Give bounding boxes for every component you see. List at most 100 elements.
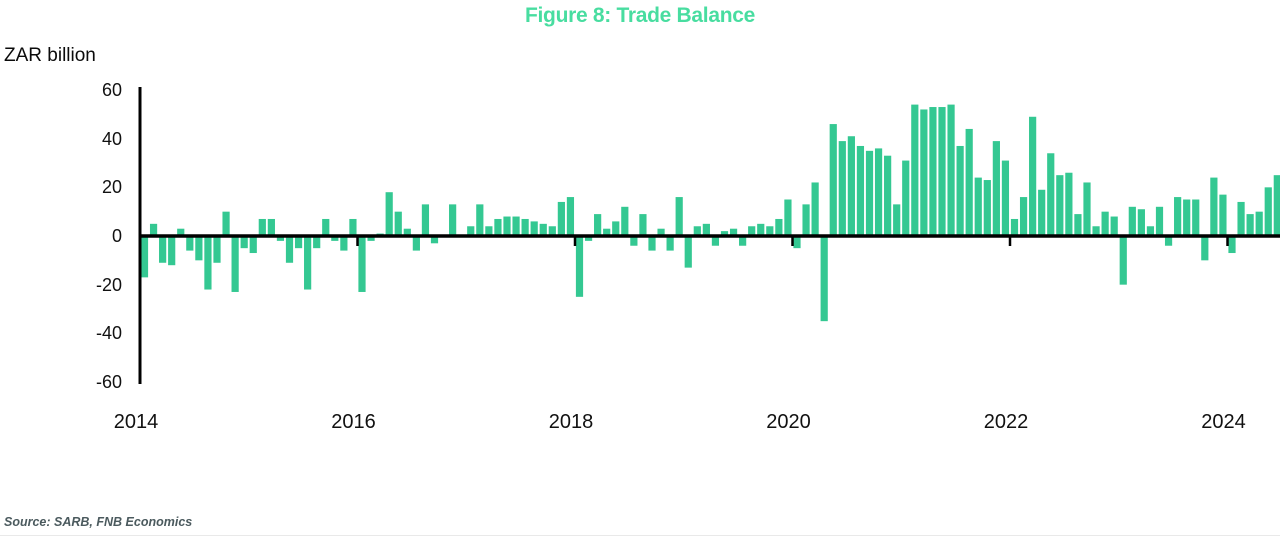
y-tick-label: 20 bbox=[101, 177, 122, 198]
trade-balance-bar bbox=[775, 218, 783, 236]
trade-balance-bar bbox=[1110, 216, 1118, 236]
trade-balance-bar bbox=[820, 236, 828, 322]
trade-balance-bar bbox=[349, 218, 357, 236]
x-axis-tick bbox=[138, 236, 142, 246]
trade-balance-bar bbox=[222, 211, 230, 236]
trade-balance-bar bbox=[630, 236, 638, 246]
trade-balance-bar bbox=[1219, 194, 1227, 236]
trade-balance-bar bbox=[1083, 182, 1091, 236]
trade-balance-bar bbox=[294, 236, 303, 249]
x-tick-label: 2024 bbox=[1201, 411, 1246, 433]
y-axis-unit-label: ZAR billion bbox=[4, 45, 96, 66]
trade-balance-bar bbox=[621, 206, 629, 236]
trade-balance-bar bbox=[449, 204, 457, 236]
trade-balance-bar bbox=[258, 218, 266, 236]
trade-balance-bar bbox=[503, 216, 511, 236]
trade-balance-bar bbox=[421, 204, 430, 236]
trade-balance-bar bbox=[140, 236, 149, 278]
y-axis-line bbox=[138, 87, 142, 384]
trade-balance-bar bbox=[548, 226, 556, 236]
trade-balance-bar bbox=[956, 145, 964, 236]
trade-balance-bar bbox=[1101, 211, 1109, 236]
trade-balance-bar bbox=[494, 218, 502, 236]
trade-balance-bar bbox=[983, 180, 991, 236]
x-axis-tick bbox=[791, 236, 794, 246]
trade-balance-bar bbox=[285, 236, 294, 263]
trade-balance-bar bbox=[1056, 175, 1064, 236]
trade-balance-bar bbox=[1192, 199, 1200, 236]
trade-balance-bar bbox=[168, 236, 176, 266]
trade-balance-bar bbox=[485, 226, 493, 236]
trade-balance-bar bbox=[920, 109, 928, 236]
trade-balance-bar bbox=[1047, 153, 1055, 236]
trade-balance-bar bbox=[947, 104, 955, 236]
trade-balance-bar bbox=[684, 236, 692, 268]
y-tick-label: 0 bbox=[111, 226, 122, 246]
y-tick-label: -40 bbox=[95, 323, 122, 344]
trade-balance-bar bbox=[893, 204, 901, 236]
trade-balance-bar bbox=[856, 145, 865, 236]
trade-balance-bar bbox=[784, 199, 792, 236]
trade-balance-bar bbox=[367, 236, 375, 241]
trade-balance-bar bbox=[276, 236, 285, 241]
trade-balance-bar bbox=[965, 128, 973, 236]
trade-balance-bar bbox=[1019, 197, 1028, 236]
trade-balance-bar bbox=[802, 204, 810, 236]
trade-balance-bar bbox=[1155, 206, 1164, 236]
trade-balance-bar bbox=[739, 236, 747, 246]
trade-balance-bar bbox=[793, 236, 801, 249]
trade-balance-bar bbox=[539, 223, 547, 236]
x-tick-label: 2020 bbox=[766, 411, 811, 433]
trade-balance-bar bbox=[974, 177, 982, 236]
trade-balance-bar bbox=[1174, 197, 1182, 236]
trade-balance-bar bbox=[693, 226, 701, 236]
trade-balance-bar bbox=[865, 150, 874, 236]
trade-balance-bar bbox=[1065, 172, 1073, 236]
trade-balance-bar bbox=[530, 221, 538, 236]
trade-balance-bar bbox=[1001, 160, 1010, 236]
trade-balance-bar bbox=[884, 155, 892, 236]
trade-balance-bar bbox=[521, 218, 529, 236]
y-tick-label: 60 bbox=[101, 80, 122, 100]
trade-balance-bar bbox=[992, 141, 1000, 236]
trade-balance-bar bbox=[403, 228, 411, 236]
trade-balance-bar bbox=[603, 228, 611, 236]
trade-balance-bar bbox=[557, 201, 565, 236]
trade-balance-bar bbox=[657, 228, 665, 236]
trade-balance-bar bbox=[358, 236, 366, 292]
chart-title: Figure 8: Trade Balance bbox=[524, 4, 756, 27]
x-axis-tick bbox=[1008, 236, 1012, 246]
x-tick-label: 2018 bbox=[548, 411, 594, 433]
trade-balance-bar bbox=[1210, 177, 1218, 236]
trade-balance-bar bbox=[512, 216, 520, 236]
trade-balance-bar bbox=[231, 236, 239, 292]
trade-balance-bar bbox=[929, 107, 937, 237]
source-note: Source: SARB, FNB Economics bbox=[4, 515, 193, 529]
trade-balance-bar bbox=[766, 226, 774, 236]
trade-balance-bar bbox=[322, 218, 330, 236]
trade-balance-bar bbox=[1201, 236, 1209, 261]
trade-balance-bar bbox=[1237, 201, 1245, 236]
trade-balance-bar bbox=[267, 218, 275, 236]
trade-balance-bar bbox=[412, 236, 420, 251]
trade-balance-bar bbox=[847, 136, 855, 236]
trade-balance-bar bbox=[1183, 199, 1191, 236]
trade-balance-bar bbox=[575, 236, 584, 297]
trade-balance-bar bbox=[159, 236, 167, 263]
trade-balance-bar bbox=[186, 236, 194, 251]
trade-balance-bar bbox=[476, 204, 484, 236]
trade-balance-bar bbox=[1128, 206, 1136, 236]
trade-balance-bar bbox=[304, 236, 312, 290]
trade-balance-bar bbox=[702, 223, 710, 236]
x-axis-zero-line bbox=[138, 234, 1280, 238]
x-axis-tick bbox=[356, 236, 359, 246]
trade-balance-bar bbox=[748, 226, 756, 236]
trade-balance-bar bbox=[1146, 226, 1155, 236]
trade-balance-bar bbox=[874, 148, 883, 236]
trade-balance-bar bbox=[177, 228, 185, 236]
y-tick-label: 40 bbox=[101, 128, 122, 149]
trade-balance-bar bbox=[711, 236, 720, 246]
trade-balance-bar bbox=[1246, 214, 1254, 236]
trade-balance-bar bbox=[1264, 187, 1272, 236]
trade-balance-bar bbox=[938, 107, 946, 237]
